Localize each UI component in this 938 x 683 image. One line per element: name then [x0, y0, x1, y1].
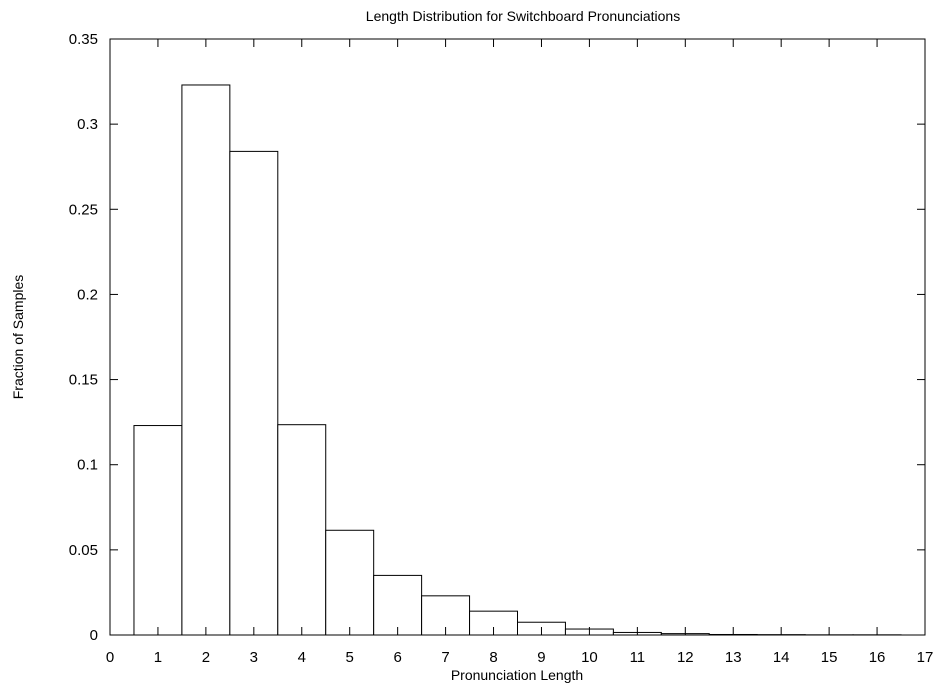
x-tick-label: 16 — [869, 649, 886, 666]
x-tick-label: 11 — [630, 649, 646, 666]
bar-6 — [373, 574, 423, 636]
bar-4 — [277, 424, 327, 636]
x-tick-label: 14 — [773, 649, 790, 666]
y-tick-label: 0.3 — [77, 116, 98, 133]
x-tick-label: 0 — [106, 649, 114, 666]
bar-3 — [229, 150, 279, 636]
x-tick-label: 7 — [441, 649, 449, 666]
chart-title: Length Distribution for Switchboard Pron… — [366, 8, 680, 24]
y-tick-label: 0.2 — [77, 286, 98, 303]
bar-2 — [181, 84, 231, 636]
x-tick-label: 2 — [202, 649, 210, 666]
x-tick-label: 15 — [821, 649, 838, 666]
x-tick-label: 17 — [917, 649, 934, 666]
y-tick-label: 0.25 — [69, 201, 98, 218]
y-tick-label: 0.15 — [69, 372, 98, 389]
x-tick-label: 3 — [250, 649, 258, 666]
x-tick-label: 8 — [489, 649, 497, 666]
x-axis-label: Pronunciation Length — [451, 667, 583, 683]
x-tick-label: 5 — [346, 649, 354, 666]
y-tick-label: 0.05 — [69, 542, 98, 559]
bar-1 — [133, 425, 183, 636]
x-tick-label: 6 — [393, 649, 401, 666]
y-axis-label: Fraction of Samples — [10, 275, 26, 400]
bar-group — [133, 84, 902, 636]
x-tick-label: 10 — [581, 649, 598, 666]
y-tick-label: 0.35 — [69, 31, 98, 48]
bar-5 — [325, 529, 375, 636]
x-tick-label: 1 — [154, 649, 162, 666]
x-tick-label: 4 — [298, 649, 306, 666]
plot-frame — [109, 38, 926, 636]
x-tick-label: 13 — [725, 649, 742, 666]
y-tick-label: 0.1 — [77, 457, 98, 474]
x-tick-label: 12 — [677, 649, 694, 666]
x-tick-label: 9 — [537, 649, 545, 666]
y-tick-label: 0 — [90, 627, 98, 644]
